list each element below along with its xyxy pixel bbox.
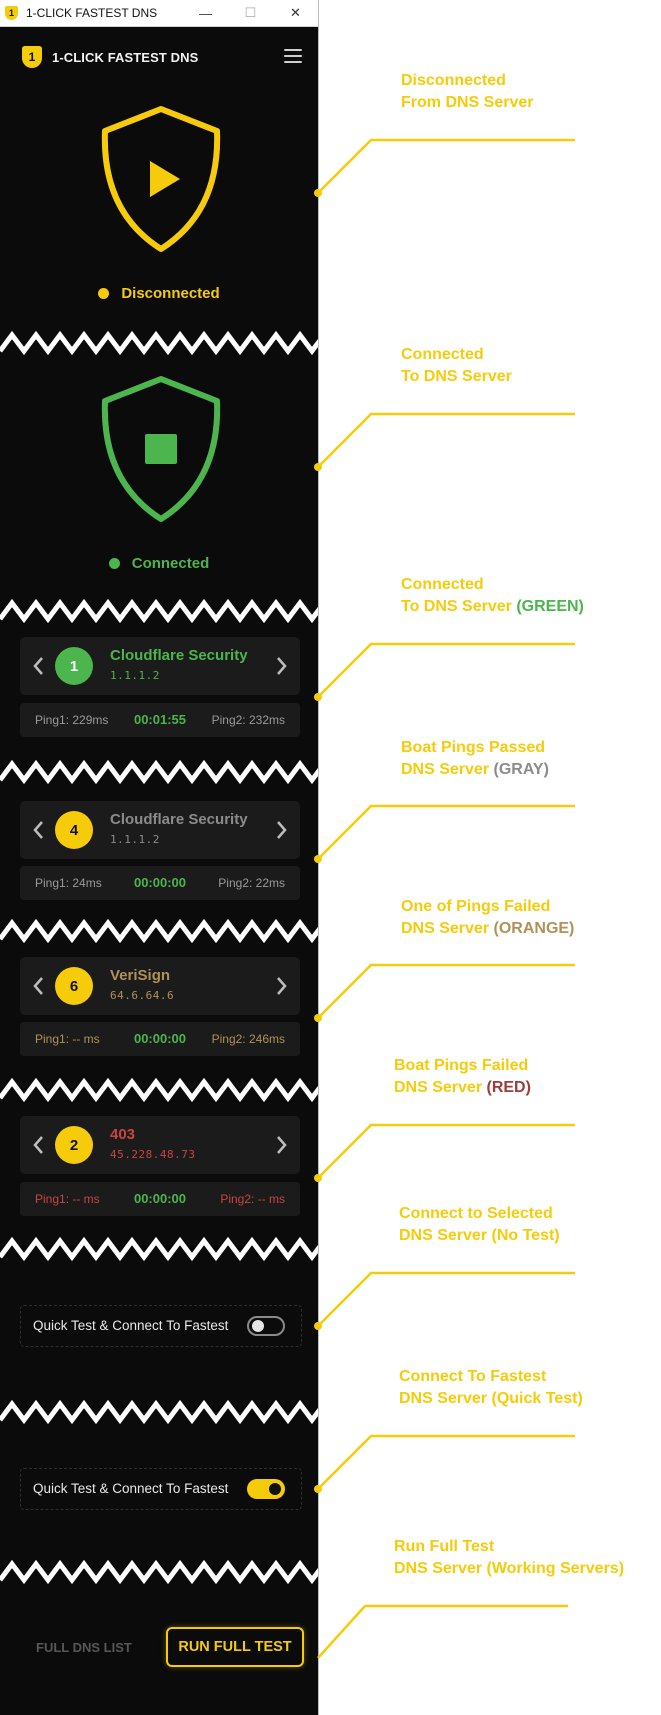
status-disconnected: Disconnected (0, 285, 318, 302)
chevron-left-icon[interactable] (32, 654, 46, 678)
status-connected: Connected (0, 555, 318, 572)
shield-logo-icon: 1 (22, 46, 42, 68)
annotation-red: Boat Pings Failed DNS Server (RED) (394, 1057, 531, 1096)
ping2-value: Ping2: 246ms (211, 1032, 285, 1046)
server-ip: 45.228.48.73 (110, 1148, 196, 1161)
server-index: 4 (55, 811, 93, 849)
hamburger-icon[interactable] (284, 49, 302, 65)
section-divider (0, 760, 318, 784)
chevron-right-icon[interactable] (274, 654, 288, 678)
chevron-right-icon[interactable] (274, 1133, 288, 1157)
chevron-left-icon[interactable] (32, 1133, 46, 1157)
server-ip: 64.6.64.6 (110, 989, 175, 1002)
status-dot (108, 558, 120, 569)
server-ip: 1.1.1.2 (110, 833, 160, 846)
server-name: 403 (110, 1126, 136, 1143)
server-index: 1 (55, 647, 93, 685)
quick-test-toggle[interactable] (247, 1316, 285, 1336)
ping-bar: Ping1: 229ms 00:01:55 Ping2: 232ms (20, 703, 300, 737)
chevron-right-icon[interactable] (274, 818, 288, 842)
app-header: 1 1-CLICK FASTEST DNS (0, 40, 318, 76)
disconnect-shield-button[interactable] (98, 375, 224, 523)
connection-timer: 00:01:55 (133, 712, 187, 727)
server-name: VeriSign (110, 967, 171, 984)
window-title: 1-CLICK FASTEST DNS (26, 6, 158, 20)
annotation-full-test: Run Full Test DNS Server (Working Server… (394, 1538, 625, 1577)
section-divider (0, 1078, 318, 1102)
close-button[interactable]: ✕ (290, 5, 301, 20)
ping2-value: Ping2: -- ms (220, 1192, 285, 1206)
status-dot (98, 288, 110, 299)
maximize-button[interactable]: ☐ (244, 5, 257, 20)
connect-shield-button[interactable] (98, 105, 224, 253)
annotation-gray: Boat Pings Passed DNS Server (GRAY) (401, 739, 549, 778)
run-full-test-button[interactable]: RUN FULL TEST (166, 1627, 304, 1667)
ping2-value: Ping2: 22ms (218, 876, 285, 890)
ping-bar: Ping1: -- ms 00:00:00 Ping2: -- ms (20, 1182, 300, 1216)
annotation-connected: Connected To DNS Server (401, 346, 512, 385)
ping1-value: Ping1: -- ms (35, 1192, 100, 1206)
quick-test-toggle-row: Quick Test & Connect To Fastest (20, 1305, 302, 1347)
ping-bar: Ping1: -- ms 00:00:00 Ping2: 246ms (20, 1022, 300, 1056)
annotation-green: Connected To DNS Server (GREEN) (401, 576, 584, 615)
app-badge-icon: 1 (5, 6, 18, 20)
quick-test-toggle[interactable] (247, 1479, 285, 1499)
connection-timer: 00:00:00 (133, 1191, 187, 1206)
chevron-left-icon[interactable] (32, 818, 46, 842)
status-text: Connected (131, 555, 210, 572)
minimize-button[interactable]: — (199, 5, 212, 21)
server-card: 2 403 45.228.48.73 (20, 1116, 300, 1174)
ping1-value: Ping1: -- ms (35, 1032, 100, 1046)
chevron-left-icon[interactable] (32, 974, 46, 998)
server-ip: 1.1.1.2 (110, 669, 160, 682)
ping2-value: Ping2: 232ms (211, 713, 285, 727)
section-divider (0, 599, 318, 623)
section-divider (0, 1560, 318, 1584)
play-icon (150, 161, 180, 197)
server-name: Cloudflare Security (110, 647, 248, 664)
server-card: 6 VeriSign 64.6.64.6 (20, 957, 300, 1015)
full-dns-list-button[interactable]: FULL DNS LIST (36, 1640, 132, 1655)
quick-test-label: Quick Test & Connect To Fastest (33, 1481, 229, 1496)
quick-test-toggle-row: Quick Test & Connect To Fastest (20, 1468, 302, 1510)
ping-bar: Ping1: 24ms 00:00:00 Ping2: 22ms (20, 866, 300, 900)
window-titlebar: 1 1-CLICK FASTEST DNS — ☐ ✕ (0, 0, 318, 27)
stop-icon (145, 434, 177, 464)
annotation-disconnected: Disconnected From DNS Server (401, 72, 534, 111)
app-window: 1 1-CLICK FASTEST DNS — ☐ ✕ 1 1-CLICK FA… (0, 0, 319, 1715)
quick-test-label: Quick Test & Connect To Fastest (33, 1318, 229, 1333)
server-name: Cloudflare Security (110, 811, 248, 828)
server-card: 4 Cloudflare Security 1.1.1.2 (20, 801, 300, 859)
server-index: 2 (55, 1126, 93, 1164)
section-divider (0, 1237, 318, 1261)
section-divider (0, 919, 318, 943)
connection-timer: 00:00:00 (133, 1031, 187, 1046)
status-text: Disconnected (121, 285, 220, 302)
ping1-value: Ping1: 229ms (35, 713, 109, 727)
server-index: 6 (55, 967, 93, 1005)
annotation-quick-test: Connect To Fastest DNS Server (Quick Tes… (399, 1368, 583, 1407)
app-title: 1-CLICK FASTEST DNS (52, 50, 199, 65)
server-card: 1 Cloudflare Security 1.1.1.2 (20, 637, 300, 695)
connection-timer: 00:00:00 (133, 875, 187, 890)
section-divider (0, 331, 318, 355)
annotation-orange: One of Pings Failed DNS Server (ORANGE) (401, 898, 575, 937)
chevron-right-icon[interactable] (274, 974, 288, 998)
annotation-no-test: Connect to Selected DNS Server (No Test) (399, 1205, 560, 1244)
ping1-value: Ping1: 24ms (35, 876, 102, 890)
section-divider (0, 1400, 318, 1424)
